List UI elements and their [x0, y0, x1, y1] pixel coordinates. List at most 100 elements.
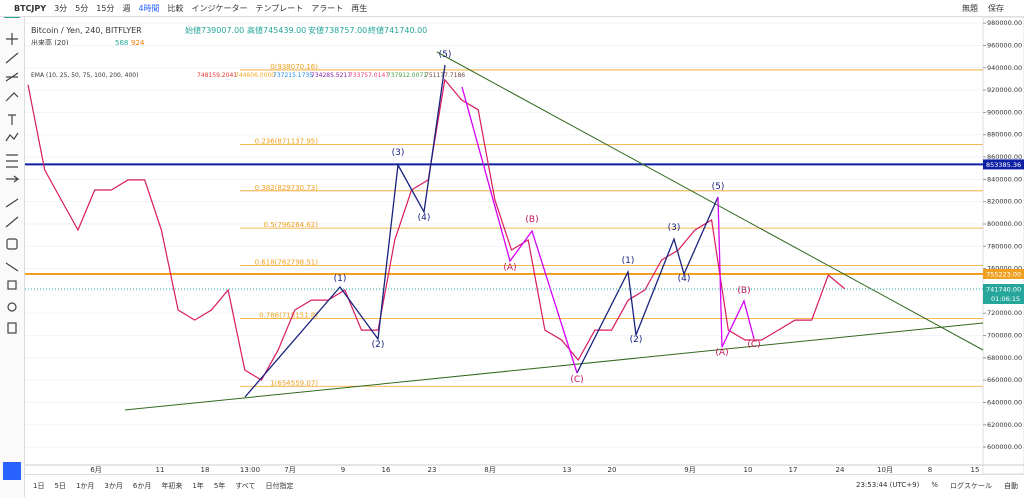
price-tag: [983, 283, 1024, 304]
ema-value: 744606.0000: [235, 72, 275, 79]
legend-title: Bitcoin / Yen, 240, BITFLYER: [31, 26, 142, 35]
x-tick-label: 15: [971, 466, 980, 474]
countdown: 01:06:15: [991, 295, 1020, 303]
ema-value: 733757.0147: [349, 72, 389, 79]
wave-label: (2): [630, 335, 643, 345]
range[interactable]: 1年: [192, 482, 204, 490]
y-tick-label: 760000.00: [987, 265, 1022, 273]
price-tag-label: 853385.36: [986, 161, 1021, 169]
y-tick-label: 720000.00: [987, 309, 1022, 317]
y-tick-label: 900000.00: [987, 108, 1022, 116]
price-tag-label: 755223.00: [986, 270, 1021, 278]
fib-label: 1(654559.07): [270, 379, 318, 387]
y-tick-label: 920000.00: [987, 86, 1022, 94]
interval[interactable]: 15分: [96, 3, 115, 13]
range[interactable]: 5日: [54, 482, 66, 490]
button[interactable]: テンプレート: [255, 3, 304, 13]
ema-value: 748159.2041: [197, 72, 237, 79]
range[interactable]: 日付指定: [265, 482, 294, 490]
top-toolbar: BTCJPY 3分 5分 15分 週 4時間 比較 インジケーター テンプレート…: [0, 0, 1024, 17]
wave-label: (B): [525, 215, 538, 225]
tool-glyphs: [5, 33, 20, 334]
x-tick-label: 6月: [90, 466, 101, 474]
ohlc: 安値738757.00: [308, 25, 367, 35]
interval[interactable]: 4時間: [138, 3, 160, 13]
button[interactable]: 再生: [351, 3, 368, 13]
ohlc: 終値741740.00: [368, 25, 427, 35]
ema-title: EMA (10, 25, 50, 75, 100, 200, 400): [31, 72, 138, 79]
button[interactable]: 比較: [167, 3, 184, 13]
range[interactable]: 1か月: [75, 482, 95, 490]
x-tick-label: 20: [608, 466, 617, 474]
logo: [4, 4, 20, 18]
y-tick-label: 840000.00: [987, 175, 1022, 183]
x-tick-label: 16: [382, 466, 391, 474]
price-line: [27, 78, 846, 381]
tool-icons: [3, 4, 21, 480]
interval[interactable]: 5分: [75, 3, 89, 13]
button[interactable]: アラート: [311, 3, 344, 13]
x-tick-label: 13:00: [240, 466, 260, 474]
symbol[interactable]: BTCJPY: [14, 3, 47, 13]
ema-value: 734285.5217: [311, 72, 351, 79]
save-button[interactable]: 保存: [988, 3, 1004, 13]
range[interactable]: すべて: [235, 482, 256, 490]
y-tick-label: 880000.00: [987, 131, 1022, 139]
range[interactable]: 5年: [213, 482, 226, 490]
wave-label: (3): [392, 148, 405, 158]
option[interactable]: 自動: [1004, 482, 1018, 490]
x-tick-label: 24: [836, 466, 845, 474]
wave-label: (5): [439, 50, 452, 60]
x-tick-label: 9: [341, 466, 345, 474]
option[interactable]: ログスケール: [950, 482, 992, 490]
wave-label: (1): [622, 256, 635, 266]
x-tick-label: 17: [789, 466, 798, 474]
ema-value: 737912.0071: [387, 72, 427, 79]
wave-label: (3): [668, 223, 681, 233]
wave-label: (A): [503, 263, 516, 273]
x-tick-label: 8: [928, 466, 932, 474]
range[interactable]: 1日: [33, 482, 45, 490]
volume-value: 924: [131, 39, 145, 47]
fib-label: 0.786(715151.8): [259, 312, 318, 320]
y-tick-label: 600000.00: [987, 443, 1022, 451]
fib-label: 0.236(871137.95): [255, 138, 319, 146]
bottom-right: 23:53:44 (UTC+9) % ログスケール 自動: [856, 481, 1024, 491]
fib-label: 0.382(829730.73): [255, 184, 319, 192]
wave-label: (B): [737, 286, 750, 296]
layout-name[interactable]: 無題: [962, 3, 978, 13]
volume-value: 568: [115, 39, 128, 47]
wave-label: (A): [715, 348, 728, 358]
favorite[interactable]: [3, 462, 21, 480]
price-tag: [983, 268, 1024, 279]
range[interactable]: 6か月: [132, 482, 152, 490]
interval[interactable]: 3分: [54, 3, 68, 13]
price-axis: [982, 17, 1024, 474]
volume-title: 出来高 (20): [31, 38, 69, 47]
range[interactable]: 3か月: [104, 482, 123, 490]
y-tick-label: 940000.00: [987, 64, 1022, 72]
trendline: [124, 322, 984, 411]
y-tick-label: 620000.00: [987, 421, 1022, 429]
x-tick-label: 9月: [684, 466, 695, 474]
wave-label: (4): [418, 213, 431, 223]
x-tick-label: 13: [563, 466, 572, 474]
y-tick-label: 860000.00: [987, 153, 1022, 161]
toolbar-right: 無題 保存: [962, 3, 1024, 14]
option[interactable]: %: [931, 481, 938, 489]
y-tick-label: 680000.00: [987, 354, 1022, 362]
button[interactable]: インジケーター: [191, 3, 248, 13]
wave-label: (1): [334, 274, 347, 284]
interval[interactable]: 週: [122, 3, 131, 13]
x-tick-label: 7月: [284, 466, 295, 474]
wave-label: (C): [570, 375, 583, 385]
trendline: [436, 51, 984, 351]
range[interactable]: 年初来: [161, 482, 183, 490]
wave-label: (C): [747, 340, 760, 350]
wave-label: (2): [372, 340, 385, 350]
wave-label: (4): [678, 274, 691, 284]
fib-label: 0.618(762798.51): [255, 258, 319, 266]
bottom-bar: 1日 5日 1か月 3か月 6か月 年初来 1年 5年 すべて 日付指定 23:…: [25, 474, 1024, 497]
wave-line: [717, 196, 755, 348]
